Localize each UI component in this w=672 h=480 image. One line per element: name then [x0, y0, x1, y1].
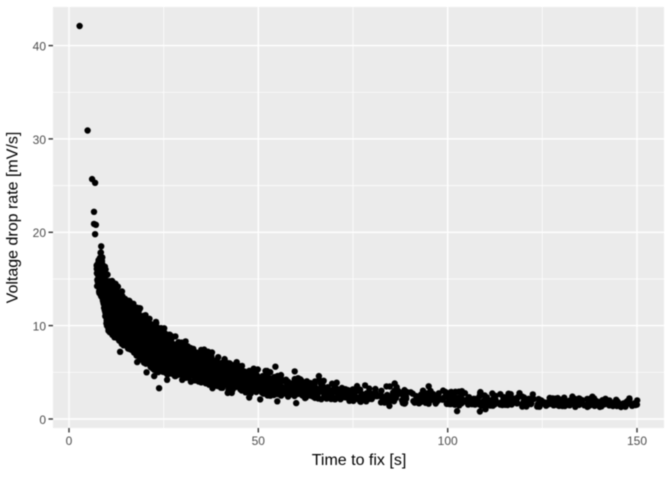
- svg-text:Voltage drop rate [mV/s]: Voltage drop rate [mV/s]: [5, 132, 22, 304]
- svg-text:20: 20: [33, 226, 47, 240]
- svg-text:0: 0: [66, 434, 73, 448]
- svg-text:0: 0: [39, 413, 46, 427]
- svg-text:100: 100: [438, 434, 458, 448]
- svg-text:150: 150: [627, 434, 647, 448]
- svg-text:Time to fix [s]: Time to fix [s]: [312, 452, 407, 469]
- svg-text:50: 50: [252, 434, 266, 448]
- svg-text:30: 30: [33, 133, 47, 147]
- svg-text:40: 40: [33, 40, 47, 54]
- svg-text:10: 10: [33, 320, 47, 334]
